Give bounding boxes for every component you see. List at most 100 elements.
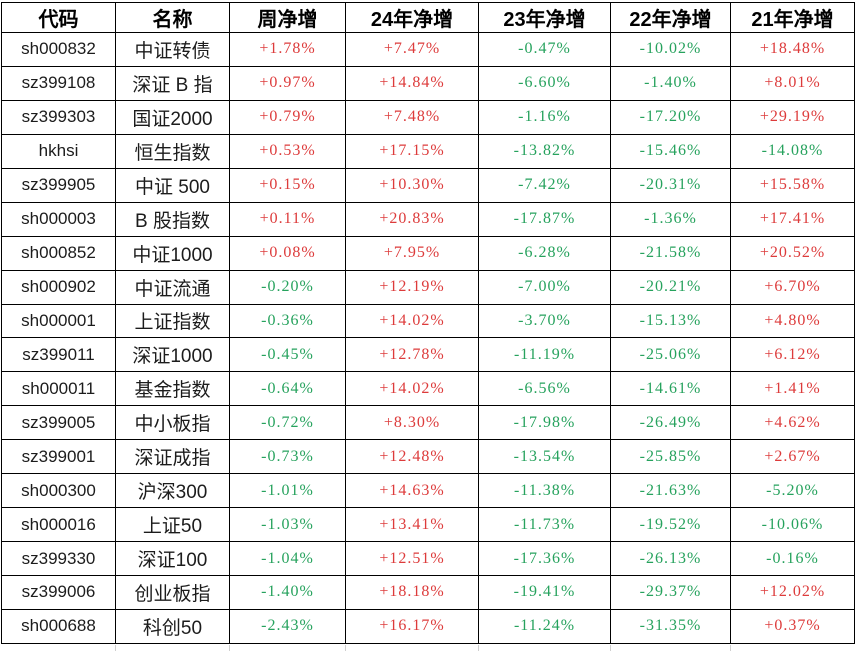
value-cell: -10.02%: [610, 32, 731, 67]
value-cell: +10.30%: [345, 167, 479, 203]
table-row: sz399905 中证 500 +0.15% +10.30% -7.42% -20.31%…: [1, 167, 855, 203]
value-cell: -11.73%: [478, 507, 611, 543]
code-cell: sh000902: [1, 269, 116, 305]
value-cell: +12.02%: [730, 575, 855, 610]
value-cell: +12.78%: [345, 337, 479, 373]
value-cell: +1.41%: [730, 371, 855, 407]
grid-stub-line: [345, 645, 346, 651]
grid-stub-line: [478, 645, 479, 651]
code-cell: sh000832: [1, 32, 116, 67]
table-row: sz399006 创业板指 -1.40% +18.18% -19.41% -29.37% +…: [1, 575, 855, 610]
name-cell: 中证 500: [115, 167, 230, 203]
column-header-1: 名称: [115, 2, 230, 33]
value-cell: -13.82%: [478, 133, 611, 169]
value-cell: +7.48%: [345, 99, 479, 135]
code-cell: sh000016: [1, 507, 116, 543]
name-cell: 深证100: [115, 541, 230, 576]
name-cell: 上证指数: [115, 303, 230, 339]
value-cell: +7.95%: [345, 235, 479, 271]
value-cell: +0.53%: [229, 133, 346, 169]
value-cell: +14.84%: [345, 65, 479, 101]
value-cell: +29.19%: [730, 99, 855, 135]
name-cell: 沪深300: [115, 473, 230, 509]
table-row: sh000688 科创50 -2.43% +16.17% -11.24% -31.35% +…: [1, 608, 855, 645]
value-cell: -20.31%: [610, 167, 731, 203]
code-cell: sz399303: [1, 99, 116, 135]
table-row: sz399330 深证100 -1.04% +12.51% -17.36% -26.13%…: [1, 541, 855, 576]
value-cell: -7.42%: [478, 167, 611, 203]
table-row: sz399303 国证2000 +0.79% +7.48% -1.16% -17.20% +…: [1, 99, 855, 135]
value-cell: -17.20%: [610, 99, 731, 135]
name-cell: B 股指数: [115, 201, 230, 237]
name-cell: 深证成指: [115, 439, 230, 475]
name-cell: 中小板指: [115, 405, 230, 441]
value-cell: -11.19%: [478, 337, 611, 373]
value-cell: -13.54%: [478, 439, 611, 475]
value-cell: -0.47%: [478, 32, 611, 67]
value-cell: +4.62%: [730, 405, 855, 441]
code-cell: hkhsi: [1, 133, 116, 169]
value-cell: +20.83%: [345, 201, 479, 237]
name-cell: 深证1000: [115, 337, 230, 373]
name-cell: 中证转债: [115, 32, 230, 67]
table-row: hkhsi 恒生指数 +0.53% +17.15% -13.82% -15.46% -14.…: [1, 133, 855, 169]
value-cell: -14.08%: [730, 133, 855, 169]
value-cell: -0.20%: [229, 269, 346, 305]
column-header-3: 24年净增: [345, 2, 479, 33]
value-cell: +20.52%: [730, 235, 855, 271]
grid-stub-line: [229, 645, 230, 651]
code-cell: sh000001: [1, 303, 116, 339]
value-cell: -1.40%: [610, 65, 731, 101]
value-cell: -17.98%: [478, 405, 611, 441]
column-header-6: 21年净增: [730, 2, 855, 33]
value-cell: -0.73%: [229, 439, 346, 475]
column-header-4: 23年净增: [478, 2, 611, 33]
table-row: sz399108 深证 B 指 +0.97% +14.84% -6.60% -1.40% +…: [1, 65, 855, 101]
value-cell: +15.58%: [730, 167, 855, 203]
value-cell: +0.37%: [730, 608, 855, 645]
table-row: sz399005 中小板指 -0.72% +8.30% -17.98% -26.49% +4…: [1, 405, 855, 441]
value-cell: +14.02%: [345, 303, 479, 339]
value-cell: -26.13%: [610, 541, 731, 576]
table-row: sh000001 上证指数 -0.36% +14.02% -3.70% -15.13% +4…: [1, 303, 855, 339]
value-cell: -5.20%: [730, 473, 855, 509]
value-cell: -26.49%: [610, 405, 731, 441]
value-cell: -21.58%: [610, 235, 731, 271]
value-cell: -19.52%: [610, 507, 731, 543]
table-body: sh000832 中证转债 +1.78% +7.47% -0.47% -10.02% +18…: [1, 32, 855, 645]
value-cell: -2.43%: [229, 608, 346, 645]
code-cell: sz399006: [1, 575, 116, 610]
value-cell: -0.16%: [730, 541, 855, 576]
value-cell: +0.08%: [229, 235, 346, 271]
value-cell: -29.37%: [610, 575, 731, 610]
value-cell: -20.21%: [610, 269, 731, 305]
code-cell: sh000852: [1, 235, 116, 271]
name-cell: 中证流通: [115, 269, 230, 305]
value-cell: -1.04%: [229, 541, 346, 576]
table-row: sz399011 深证1000 -0.45% +12.78% -11.19% -25.06…: [1, 337, 855, 373]
grid-stub-line: [730, 645, 731, 651]
column-header-0: 代码: [1, 2, 116, 33]
table-row: sh000300 沪深300 -1.01% +14.63% -11.38% -21.63%…: [1, 473, 855, 509]
value-cell: -15.13%: [610, 303, 731, 339]
name-cell: 基金指数: [115, 371, 230, 407]
value-cell: +14.02%: [345, 371, 479, 407]
value-cell: +7.47%: [345, 32, 479, 67]
value-cell: +13.41%: [345, 507, 479, 543]
code-cell: sz399005: [1, 405, 116, 441]
value-cell: -25.85%: [610, 439, 731, 475]
value-cell: -31.35%: [610, 608, 731, 645]
code-cell: sz399330: [1, 541, 116, 576]
value-cell: +8.30%: [345, 405, 479, 441]
name-cell: 国证2000: [115, 99, 230, 135]
table-row: sh000832 中证转债 +1.78% +7.47% -0.47% -10.02% +18…: [1, 32, 855, 67]
table-row: sz399001 深证成指 -0.73% +12.48% -13.54% -25.85% +…: [1, 439, 855, 475]
value-cell: -17.87%: [478, 201, 611, 237]
value-cell: -0.64%: [229, 371, 346, 407]
value-cell: +2.67%: [730, 439, 855, 475]
value-cell: -0.45%: [229, 337, 346, 373]
name-cell: 科创50: [115, 608, 230, 645]
value-cell: -0.36%: [229, 303, 346, 339]
code-cell: sz399011: [1, 337, 116, 373]
